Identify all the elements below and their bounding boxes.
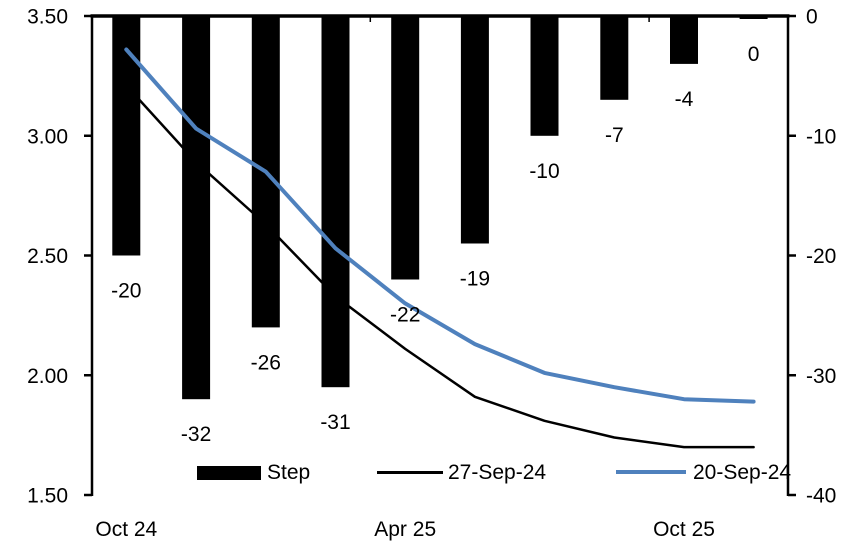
bar-data-label: -26 [251,351,281,374]
left-axis-label: 2.50 [27,245,68,268]
bar-data-label: -4 [675,88,694,111]
bar-data-label: -20 [111,280,141,303]
bar-data-label: -19 [460,268,490,291]
right-axis-label: -30 [806,365,836,388]
bar [321,16,350,388]
legend-label-step: Step [267,461,311,484]
bar-data-label: -7 [605,124,624,147]
bar-data-label: -31 [320,411,350,434]
right-axis-label: -40 [806,485,836,508]
left-axis-label: 1.50 [27,485,68,508]
legend-label-20-sep-24: 20-Sep-24 [693,461,792,484]
bar-data-label: -10 [529,160,559,183]
legend-swatch-step [197,466,261,480]
bar [182,16,211,400]
right-axis-label: -10 [806,125,836,148]
x-axis-label: Oct 25 [653,518,715,541]
bar [460,16,489,244]
left-axis-label: 2.00 [27,365,68,388]
bar [391,16,420,280]
left-axis-label: 3.50 [27,6,68,29]
line-27-sep-24 [125,84,755,449]
legend-label-27-sep-24: 27-Sep-24 [448,461,547,484]
legend-swatch-20-sep-24 [616,470,686,474]
bar-data-label: -22 [390,304,420,327]
right-axis-label: -20 [806,245,836,268]
x-axis-label: Oct 24 [95,518,157,541]
legend-swatch-27-sep-24 [377,471,443,474]
bar [670,16,698,64]
bar [600,16,629,100]
right-axis-label: 0 [806,6,818,29]
bar [112,16,141,256]
bars-step [112,16,768,400]
x-axis-label: Apr 25 [374,518,436,541]
bar [530,16,559,136]
line-20-sep-24 [124,47,756,404]
left-axis-label: 3.00 [27,125,68,148]
bar-data-label: 0 [748,43,760,66]
bar-data-label: -32 [181,423,211,446]
